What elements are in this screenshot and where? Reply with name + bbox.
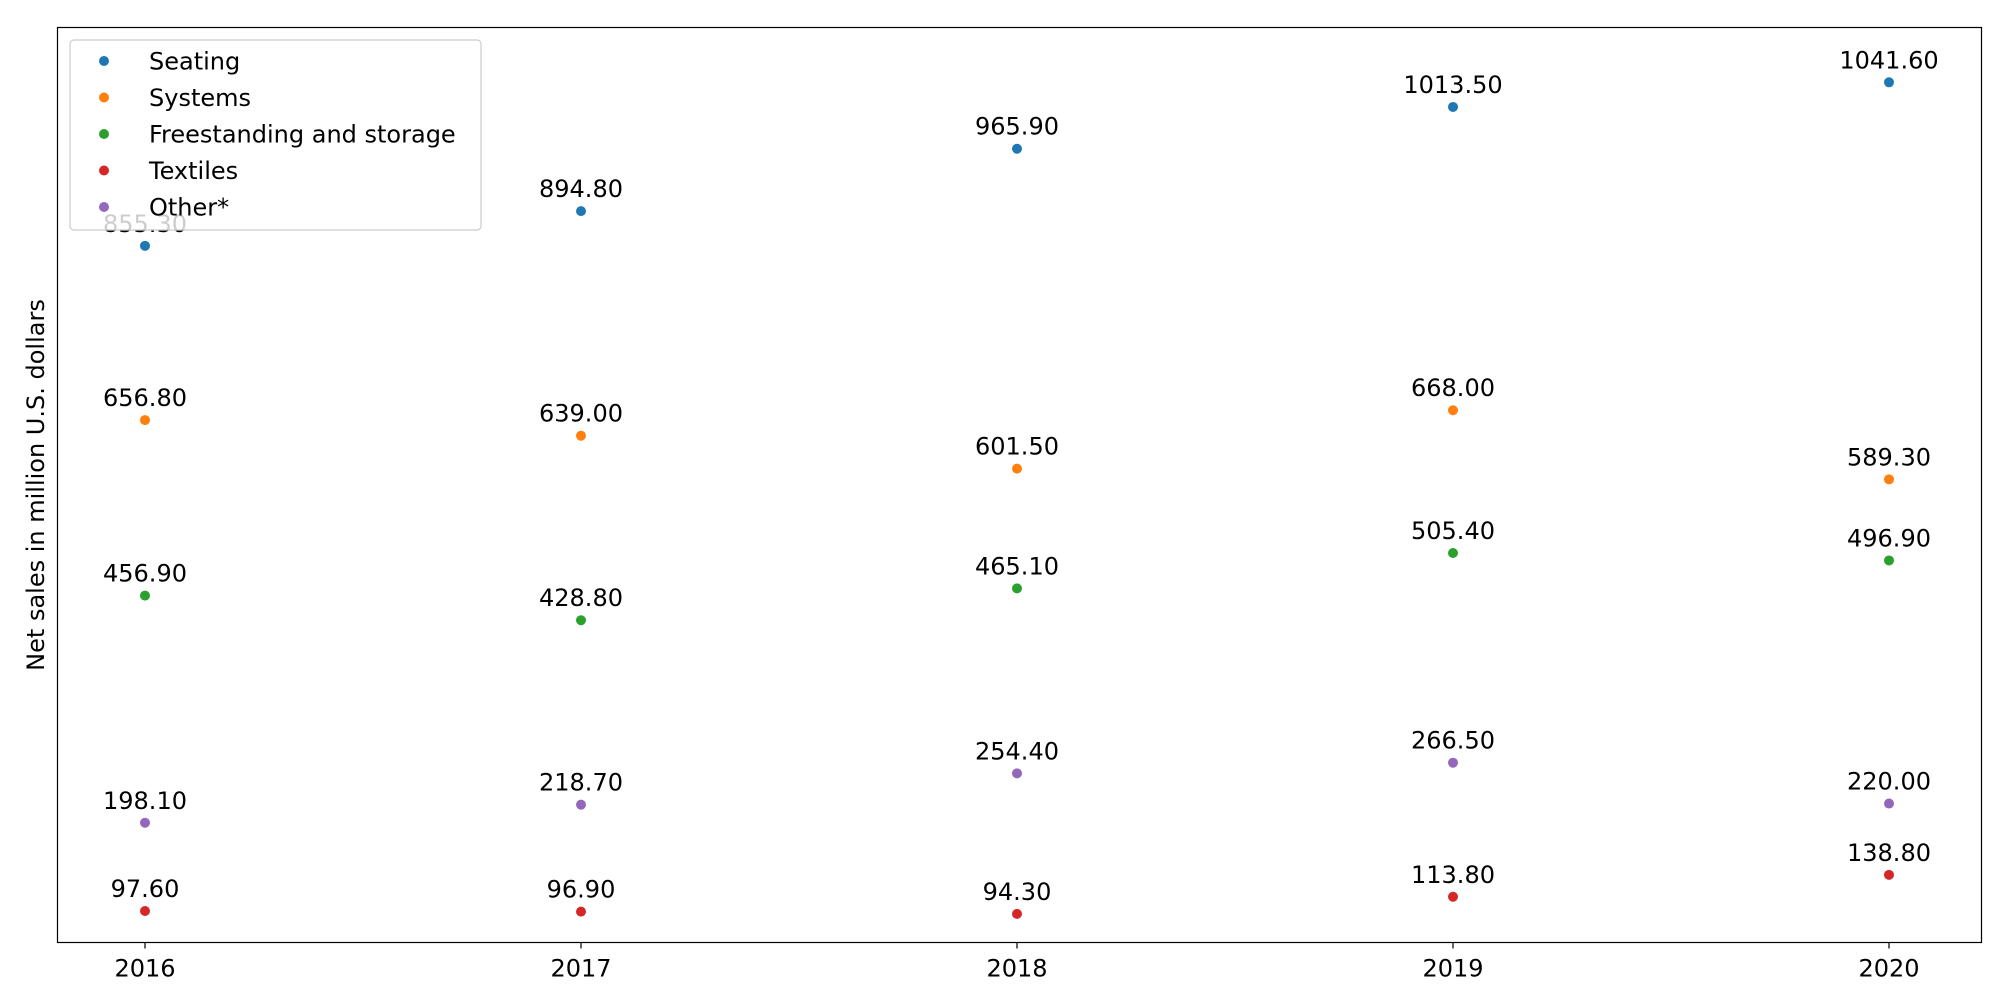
data-point — [1884, 474, 1894, 484]
x-tick-label: 2018 — [986, 955, 1047, 983]
data-label: 198.10 — [103, 787, 187, 815]
data-label: 113.80 — [1411, 861, 1495, 889]
y-axis-label: Net sales in million U.S. dollars — [22, 299, 50, 671]
data-point — [140, 591, 150, 601]
data-label: 254.40 — [975, 737, 1059, 765]
data-label: 639.00 — [539, 400, 623, 428]
data-label: 465.10 — [975, 552, 1059, 580]
data-point — [1012, 144, 1022, 154]
data-point — [1012, 909, 1022, 919]
data-point — [576, 800, 586, 810]
data-point — [140, 415, 150, 425]
x-tick-label: 2016 — [114, 955, 175, 983]
x-tick-label: 2020 — [1858, 955, 1919, 983]
legend-marker — [99, 93, 109, 103]
data-point — [140, 818, 150, 828]
data-label: 496.90 — [1847, 524, 1931, 552]
data-label: 1041.60 — [1839, 46, 1938, 74]
data-point — [140, 906, 150, 916]
data-point — [1012, 583, 1022, 593]
x-tick-label: 2019 — [1422, 955, 1483, 983]
data-point — [1448, 102, 1458, 112]
data-point — [1012, 768, 1022, 778]
data-label: 96.90 — [547, 876, 616, 904]
data-label: 218.70 — [539, 769, 623, 797]
data-point — [1884, 555, 1894, 565]
data-label: 97.60 — [111, 875, 180, 903]
legend-label: Other* — [149, 194, 229, 222]
data-label: 94.30 — [983, 878, 1052, 906]
data-point — [1448, 758, 1458, 768]
data-label: 656.80 — [103, 384, 187, 412]
data-label: 1013.50 — [1403, 71, 1502, 99]
data-point — [140, 241, 150, 251]
data-label: 894.80 — [539, 175, 623, 203]
data-point — [1884, 870, 1894, 880]
data-label: 138.80 — [1847, 839, 1931, 867]
data-label: 456.90 — [103, 560, 187, 588]
data-label: 601.50 — [975, 433, 1059, 461]
legend-label: Textiles — [148, 157, 238, 185]
legend-marker — [99, 202, 109, 212]
legend-label: Systems — [149, 84, 251, 112]
data-point — [1448, 548, 1458, 558]
data-point — [1448, 405, 1458, 415]
x-tick-label: 2017 — [550, 955, 611, 983]
data-point — [1448, 892, 1458, 902]
data-point — [1884, 77, 1894, 87]
legend-marker — [99, 56, 109, 66]
legend-marker — [99, 166, 109, 176]
data-label: 220.00 — [1847, 768, 1931, 796]
data-point — [576, 431, 586, 441]
data-point — [576, 206, 586, 216]
data-label: 505.40 — [1411, 517, 1495, 545]
data-label: 668.00 — [1411, 374, 1495, 402]
data-point — [576, 907, 586, 917]
legend-marker — [99, 129, 109, 139]
legend-label: Seating — [149, 48, 240, 76]
data-point — [1012, 464, 1022, 474]
legend: Seating Systems Freestanding and storage Te… — [70, 40, 481, 230]
data-label: 266.50 — [1411, 727, 1495, 755]
data-point — [576, 615, 586, 625]
data-label: 428.80 — [539, 584, 623, 612]
data-label: 589.30 — [1847, 443, 1931, 471]
data-label: 965.90 — [975, 113, 1059, 141]
legend-label: Freestanding and storage — [149, 121, 456, 149]
data-point — [1884, 799, 1894, 809]
